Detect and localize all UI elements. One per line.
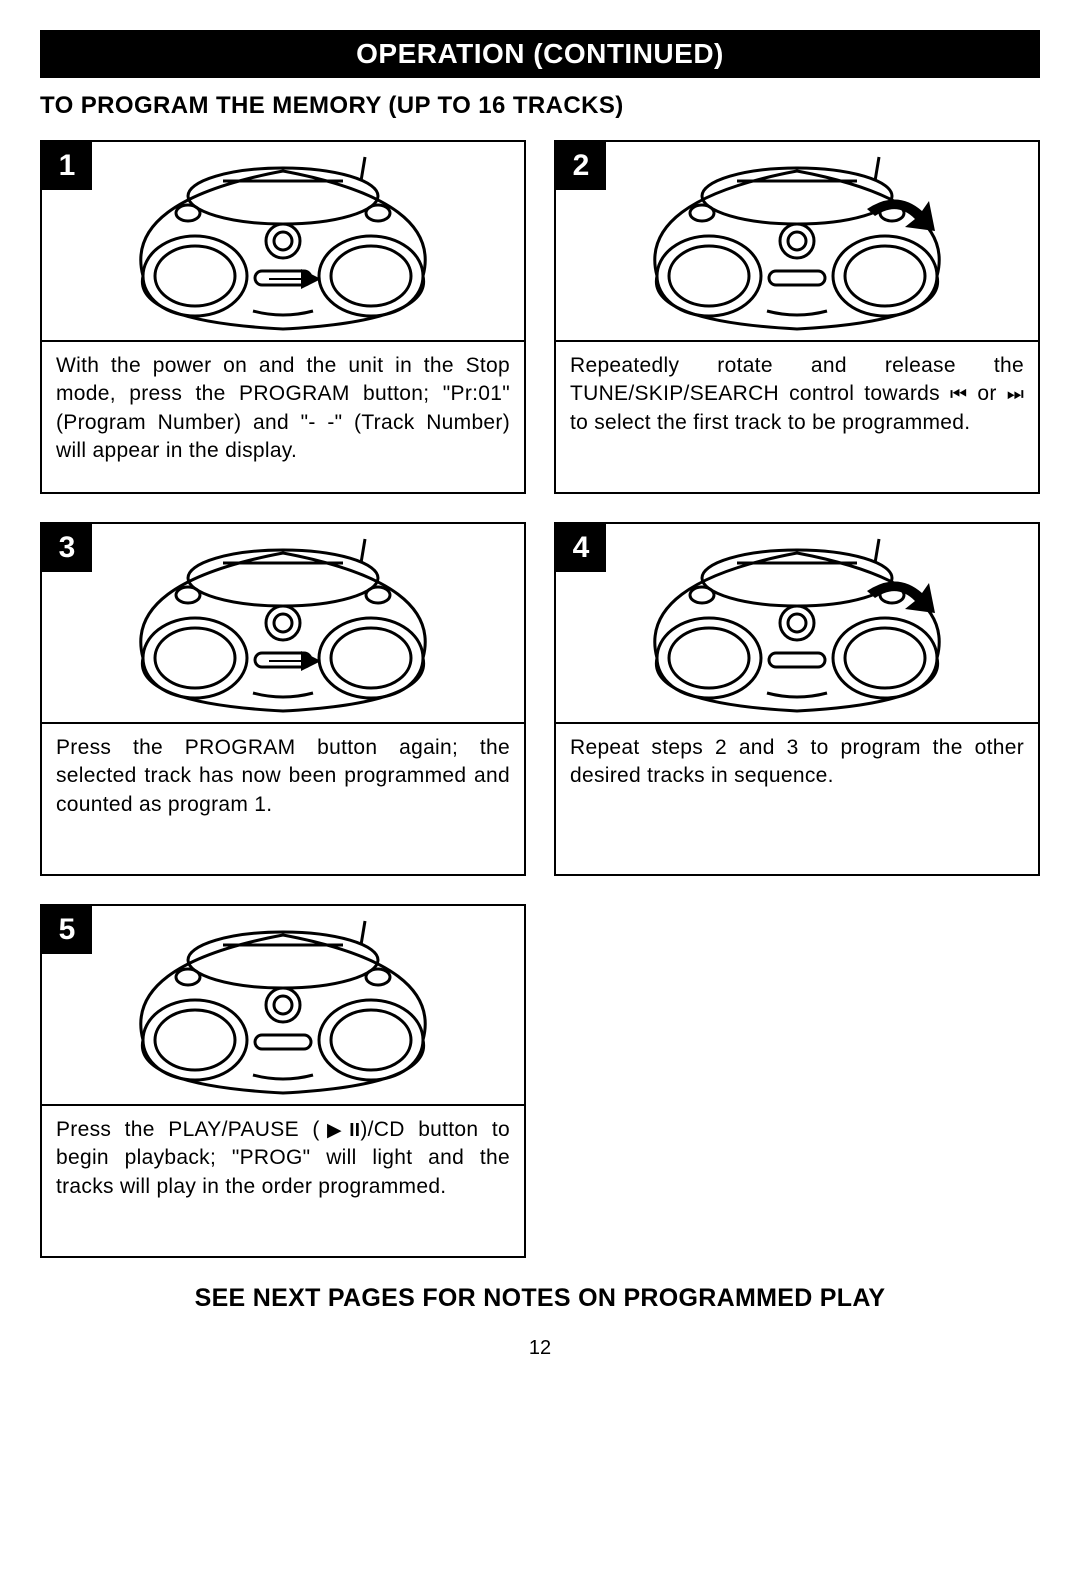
step-illustration — [42, 142, 524, 342]
footer-note: SEE NEXT PAGES FOR NOTES ON PROGRAMMED P… — [40, 1284, 1040, 1313]
step-number: 5 — [42, 906, 92, 954]
step-illustration — [42, 524, 524, 724]
step-number: 4 — [556, 524, 606, 572]
play-pause-icon: ▶II — [320, 1120, 361, 1141]
boombox-icon — [83, 524, 483, 723]
step-caption: Press the PLAY/PAUSE (▶II)/CD button to … — [42, 1106, 524, 1256]
skip-forward-icon: ⏭ — [1007, 384, 1024, 405]
boombox-icon — [83, 906, 483, 1105]
steps-grid: 1 — [40, 140, 1040, 1258]
step-illustration — [42, 906, 524, 1106]
step-illustration — [556, 524, 1038, 724]
boombox-icon — [83, 142, 483, 341]
step-number: 2 — [556, 142, 606, 190]
step-illustration — [556, 142, 1038, 342]
skip-back-icon: ⏮ — [950, 384, 967, 405]
step-4: 4 — [554, 522, 1040, 876]
step-number: 1 — [42, 142, 92, 190]
step-caption: Repeatedly rotate and release the TUNE/S… — [556, 342, 1038, 492]
step-caption: Repeat steps 2 and 3 to program the othe… — [556, 724, 1038, 874]
section-header: OPERATION (CONTINUED) — [40, 30, 1040, 78]
step-caption: Press the PROGRAM button again; the sele… — [42, 724, 524, 874]
step-5: 5 — [40, 904, 526, 1258]
caption-text-post: to select the first track to be programm… — [570, 411, 970, 434]
caption-or: or — [967, 382, 1006, 405]
step-number: 3 — [42, 524, 92, 572]
page-number: 12 — [40, 1337, 1040, 1360]
step-3: 3 — [40, 522, 526, 876]
caption-text-pre: Press the PLAY/PAUSE ( — [56, 1118, 320, 1141]
boombox-icon — [597, 524, 997, 723]
boombox-icon — [597, 142, 997, 341]
step-2: 2 — [554, 140, 1040, 494]
section-subhead: TO PROGRAM THE MEMORY (UP TO 16 TRACKS) — [40, 92, 1040, 120]
step-caption: With the power on and the unit in the St… — [42, 342, 524, 492]
step-1: 1 — [40, 140, 526, 494]
